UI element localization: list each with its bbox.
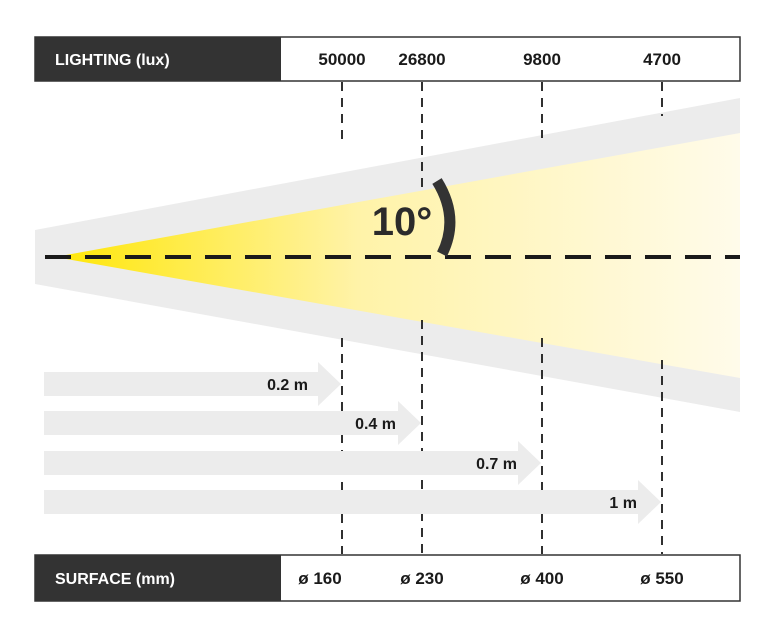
surface-value-2: ø 230 (400, 569, 443, 588)
distance-arrows: 0.2 m 0.4 m 0.7 m 1 m (44, 362, 661, 524)
distance-arrow-4 (44, 480, 661, 524)
distance-arrow-3 (44, 441, 541, 485)
distance-arrow-1 (44, 362, 341, 406)
guide-lines (341, 82, 663, 554)
lux-value-2: 26800 (398, 50, 445, 69)
angle-arc (432, 178, 456, 257)
surface-value-4: ø 550 (640, 569, 683, 588)
surface-label-box (35, 555, 281, 601)
lighting-label-box (35, 37, 281, 81)
distance-label-2: 0.4 m (355, 416, 396, 433)
surface-header: SURFACE (mm) ø 160 ø 230 ø 400 ø 550 (34, 554, 741, 602)
lighting-label: LIGHTING (lux) (55, 52, 170, 69)
angle-label: 10° (372, 200, 433, 244)
surface-value-3: ø 400 (520, 569, 563, 588)
distance-arrow-2 (44, 401, 421, 445)
surface-value-1: ø 160 (298, 569, 341, 588)
distance-label-4: 1 m (609, 495, 637, 512)
lux-value-3: 9800 (523, 50, 561, 69)
distance-label-3: 0.7 m (476, 456, 517, 473)
lighting-header: LIGHTING (lux) 50000 26800 9800 4700 (34, 36, 741, 82)
surface-label: SURFACE (mm) (55, 571, 175, 588)
lux-value-1: 50000 (318, 50, 365, 69)
beam-cone (55, 133, 740, 378)
lux-value-4: 4700 (643, 50, 681, 69)
distance-label-1: 0.2 m (267, 377, 308, 394)
